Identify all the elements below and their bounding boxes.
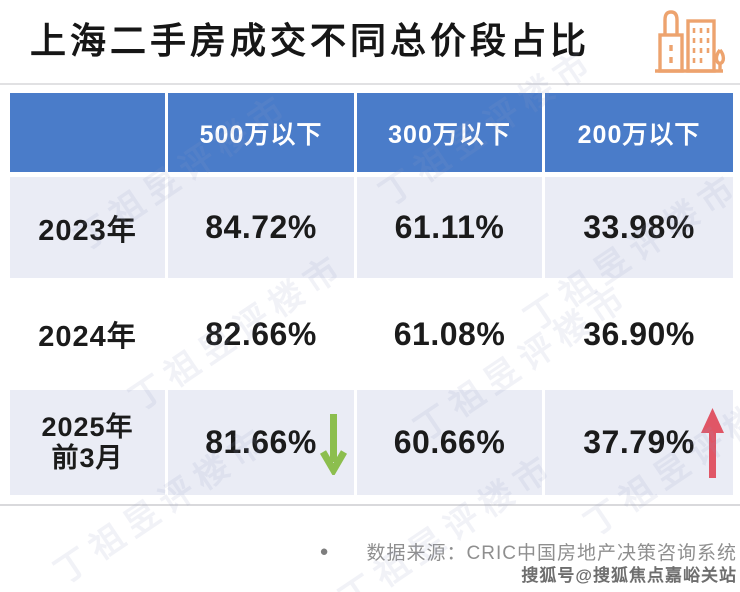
value-2023-under300: 61.11% bbox=[357, 177, 542, 278]
price-segment-table: 500万以下 300万以下 200万以下 2023年 84.72% 61.11%… bbox=[10, 93, 733, 495]
value-2025-under200: 37.79% bbox=[545, 390, 733, 495]
value-2024-under500: 82.66% bbox=[205, 315, 317, 352]
title-divider bbox=[0, 83, 740, 85]
buildings-icon bbox=[655, 10, 726, 73]
header-cell-under-500w: 500万以下 bbox=[168, 93, 354, 172]
table-row-2023: 2023年 84.72% 61.11% 33.98% bbox=[10, 177, 733, 278]
page-title: 上海二手房成交不同总价段占比 bbox=[30, 20, 591, 61]
value-2024-under300: 61.08% bbox=[393, 315, 506, 352]
trend-down-arrow-icon bbox=[320, 413, 347, 475]
row-label-2025-line2: 前3月 bbox=[51, 442, 124, 473]
data-source-line: ● 数据来源：CRIC中国房地产决策咨询系统 bbox=[319, 538, 737, 565]
row-label-2024: 2024年 bbox=[38, 321, 137, 353]
row-label-2025-line1: 2025年 bbox=[41, 412, 134, 442]
value-2024-under200: 36.90% bbox=[583, 315, 695, 352]
value-2023-under200: 33.98% bbox=[545, 177, 733, 278]
row-label-2023: 2023年 bbox=[10, 177, 165, 278]
value-text: 37.79% bbox=[583, 424, 695, 460]
data-source-text: 数据来源：CRIC中国房地产决策咨询系统 bbox=[366, 543, 737, 564]
bullet-icon: ● bbox=[319, 543, 329, 560]
header-cell-under-300w: 300万以下 bbox=[357, 93, 542, 172]
table-row-2025: 2025年 前3月 81.66% 60.66% 37.79% bbox=[10, 390, 733, 495]
header-cell-blank bbox=[10, 93, 165, 172]
trend-up-arrow-icon bbox=[701, 407, 724, 478]
value-2023-under500: 84.72% bbox=[168, 177, 354, 278]
value-text: 81.66% bbox=[205, 424, 317, 460]
value-2025-under300: 60.66% bbox=[357, 390, 542, 495]
sohu-credit: 搜狐号@搜狐焦点嘉峪关站 bbox=[521, 566, 737, 585]
table-header-row: 500万以下 300万以下 200万以下 bbox=[10, 93, 733, 172]
row-label-2025: 2025年 前3月 bbox=[10, 390, 165, 495]
header-cell-under-200w: 200万以下 bbox=[545, 93, 733, 172]
table-row-2024: 2024年 82.66% 61.08% 36.90% bbox=[10, 278, 733, 390]
footer-divider bbox=[0, 504, 740, 506]
value-2025-under500: 81.66% bbox=[168, 390, 354, 495]
